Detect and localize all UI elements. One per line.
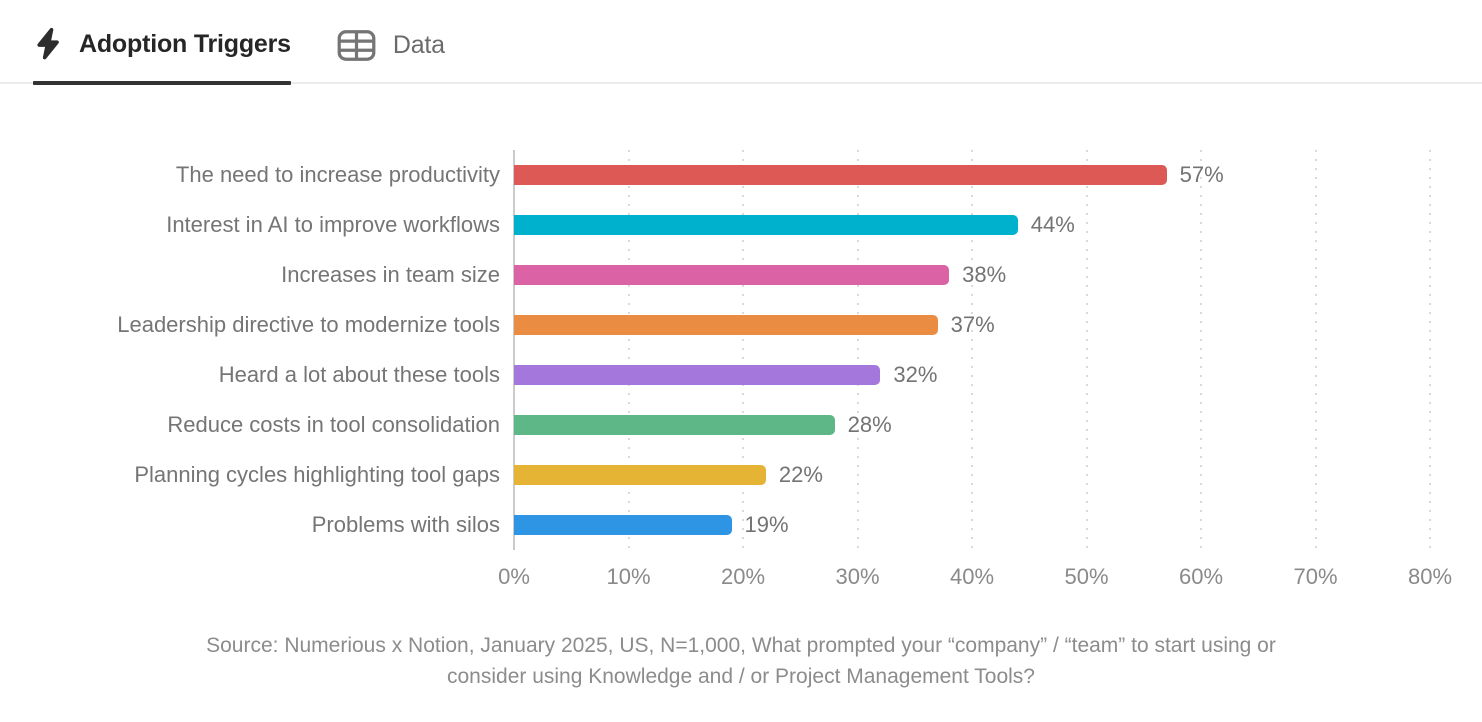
- gridline: [627, 150, 630, 550]
- value-label: 22%: [778, 462, 823, 487]
- tab-adoption-triggers[interactable]: Adoption Triggers: [33, 27, 291, 85]
- bar-row: Interest in AI to improve workflows 44%: [0, 200, 1482, 250]
- bar-area: 19%: [514, 512, 1482, 538]
- category-label: Planning cycles highlighting tool gaps: [134, 462, 500, 487]
- gridline: [1429, 150, 1431, 550]
- value-label: 44%: [1030, 212, 1075, 237]
- category-label: The need to increase productivity: [175, 162, 500, 187]
- bar: [514, 415, 835, 435]
- tab-label: Data: [392, 31, 445, 59]
- bar-area: 44%: [514, 212, 1482, 238]
- bar-row: Problems with silos 19%: [0, 500, 1482, 550]
- bar: [514, 215, 1018, 235]
- bar-row: Leadership directive to modernize tools 3…: [0, 300, 1482, 350]
- bar-row: Heard a lot about these tools 32%: [0, 350, 1482, 400]
- value-label: 57%: [1179, 162, 1224, 187]
- bar-row: Reduce costs in tool consolidation 28%: [0, 400, 1482, 450]
- x-axis-tick: 80%: [1407, 564, 1453, 589]
- bar: [514, 265, 950, 285]
- category-label: Reduce costs in tool consolidation: [167, 412, 500, 437]
- y-axis-line: [513, 150, 515, 550]
- gridline: [971, 150, 973, 550]
- x-axis-tick: 70%: [1293, 564, 1338, 589]
- x-axis-tick: 10%: [606, 564, 651, 589]
- bar-area: 37%: [514, 312, 1482, 338]
- x-axis-tick: 30%: [835, 564, 880, 589]
- bar: [514, 465, 766, 485]
- bar-area: 38%: [514, 262, 1482, 288]
- tab-bar: Adoption Triggers Data: [0, 0, 1482, 85]
- bar-row: Planning cycles highlighting tool gaps 22…: [0, 450, 1482, 500]
- bar-area: 28%: [514, 412, 1482, 438]
- category-label: Problems with silos: [311, 512, 500, 537]
- bar: [514, 365, 881, 385]
- x-axis-tick: 60%: [1178, 564, 1224, 589]
- value-label: 37%: [950, 312, 995, 337]
- bar: [514, 315, 938, 335]
- bar: [514, 515, 732, 535]
- x-axis-tick: 50%: [1064, 564, 1109, 589]
- x-axis-tick: 40%: [949, 564, 995, 589]
- table-icon: [337, 30, 376, 61]
- gridline: [1200, 150, 1202, 550]
- tab-data[interactable]: Data: [337, 30, 445, 82]
- gridline: [742, 150, 744, 550]
- value-label: 38%: [962, 262, 1007, 287]
- gridline: [1085, 150, 1088, 550]
- category-label: Increases in team size: [281, 262, 500, 287]
- bolt-icon: [33, 27, 62, 61]
- x-axis-tick: 0%: [498, 564, 530, 589]
- source-note: Source: Numerious x Notion, January 2025…: [0, 630, 1482, 692]
- bar-chart: 0% 10% 20% 30% 40% 50% 60% 70% 80% The need to in…: [0, 150, 1482, 624]
- bar-area: 57%: [514, 162, 1482, 188]
- tab-label: Adoption Triggers: [79, 29, 291, 58]
- value-label: 19%: [744, 512, 789, 537]
- gridline: [1314, 150, 1317, 550]
- source-line: consider using Knowledge and / or Projec…: [447, 665, 1035, 688]
- value-label: 28%: [847, 412, 892, 437]
- bar-area: 32%: [514, 362, 1482, 388]
- category-label: Interest in AI to improve workflows: [166, 212, 500, 237]
- category-label: Heard a lot about these tools: [218, 362, 500, 387]
- gridline: [856, 150, 859, 550]
- source-line: Source: Numerious x Notion, January 2025…: [206, 634, 1276, 657]
- bar-row: The need to increase productivity 57%: [0, 150, 1482, 200]
- value-label: 32%: [893, 362, 938, 387]
- category-label: Leadership directive to modernize tools: [117, 312, 500, 337]
- bar-row: Increases in team size 38%: [0, 250, 1482, 300]
- bar-area: 22%: [514, 462, 1482, 488]
- x-axis-tick: 20%: [720, 564, 766, 589]
- bar: [514, 165, 1167, 185]
